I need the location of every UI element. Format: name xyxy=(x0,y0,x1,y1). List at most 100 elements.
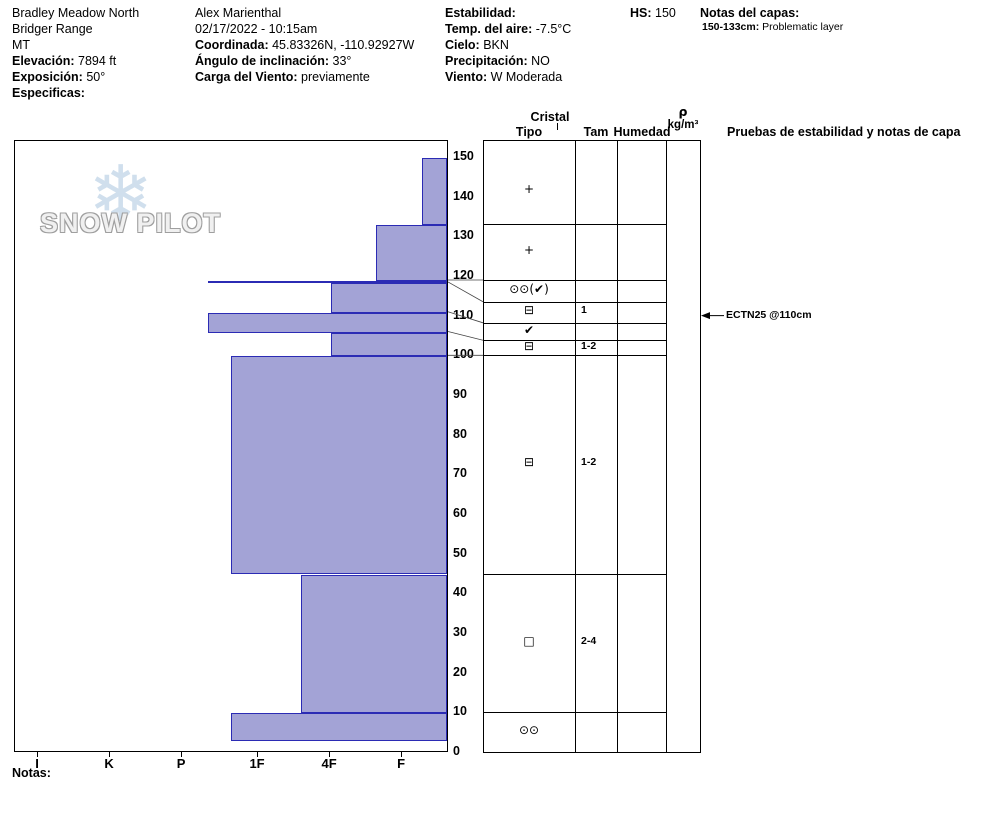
depth-tick-label: 80 xyxy=(453,426,467,441)
columns-bottom-border xyxy=(483,752,701,753)
air-temp-line: Temp. del aire: -7.5°C xyxy=(445,22,572,36)
layer-row-separator xyxy=(483,712,666,714)
column-divider xyxy=(666,140,667,752)
coordinates-line: Coordinada: 45.83326N, -110.92927W xyxy=(195,38,415,52)
column-divider xyxy=(575,140,576,752)
hardness-tick-label: K xyxy=(104,756,114,771)
hardness-axis-tick xyxy=(329,752,331,757)
snow-layer-bar xyxy=(231,713,447,742)
depth-tick-label: 20 xyxy=(453,664,467,679)
depth-tick-label: 30 xyxy=(453,625,467,639)
grain-type-symbol: □ xyxy=(523,633,535,648)
hardness-tick-label: 4F xyxy=(321,756,337,771)
specifics-line: Especificas: xyxy=(12,86,85,100)
grain-type-symbol: ✔ xyxy=(523,322,535,337)
grain-type-symbol: ⊟ xyxy=(523,303,535,318)
hardness-axis-tick xyxy=(181,752,183,757)
hardness-axis-tick xyxy=(109,752,111,757)
depth-tick-label: 120 xyxy=(453,268,474,282)
snow-layer-bar xyxy=(422,158,447,226)
tipo-column-header: Tipo xyxy=(515,125,543,139)
depth-tick-label: 60 xyxy=(453,506,467,520)
depth-tick-label: 10 xyxy=(453,704,467,719)
elevation-line: Elevación: 7894 ft xyxy=(12,54,117,68)
grain-type-symbol: ⊟ xyxy=(523,338,535,353)
observer-block: Alex Marienthal 02/17/2022 - 10:15am Coo… xyxy=(195,5,414,85)
observer-name: Alex Marienthal xyxy=(195,6,282,20)
rho-units-label: kg/m³ xyxy=(667,119,699,131)
layer-row-separator xyxy=(483,322,666,324)
layer-notes-block: Notas del capas: 150-133cm: Problematic … xyxy=(700,5,843,34)
hardness-tick-label: F xyxy=(397,756,406,771)
hs-total-depth: HS: 150 xyxy=(630,6,676,20)
hardness-tick-label: I xyxy=(35,756,39,771)
sky-cover-line: Cielo: BKN xyxy=(445,38,509,52)
snowpilot-watermark: ❄ SNOW PILOT xyxy=(40,156,255,265)
site-state: MT xyxy=(12,38,31,52)
slope-angle-line: Ángulo de inclinación: 33° xyxy=(195,54,352,68)
location-block: Bradley Meadow North Bridger Range MT El… xyxy=(12,5,139,101)
grain-type-symbol: ⊟ xyxy=(523,455,535,470)
hardness-axis-tick xyxy=(37,752,38,757)
depth-tick-label: 50 xyxy=(453,545,467,560)
grain-size-value: 1 xyxy=(581,304,587,317)
hardness-tick-label: 1F xyxy=(249,756,265,771)
depth-tick-label: 110 xyxy=(453,307,474,322)
layer-row-separator xyxy=(483,301,666,303)
layer-row-separator xyxy=(483,355,666,357)
tests-column-header: Pruebas de estabilidad y notas de capa xyxy=(727,125,961,139)
notes-label: Notas: xyxy=(12,766,51,780)
column-divider xyxy=(483,140,484,752)
aspect-line: Exposición: 50° xyxy=(12,70,106,84)
snowflake-icon: ❄ xyxy=(88,150,154,240)
test-depth-arrowhead xyxy=(701,312,710,320)
layer-row-separator xyxy=(483,573,666,575)
hardness-axis-tick xyxy=(401,752,403,757)
hardness-tick-label: P xyxy=(176,756,186,771)
snow-layer-bar xyxy=(301,574,447,714)
layer-row-separator xyxy=(483,279,666,281)
columns-top-border xyxy=(483,140,701,141)
depth-tick-label: 0 xyxy=(453,744,460,758)
site-name: Bradley Meadow North xyxy=(12,6,140,20)
wind-line: Viento: W Moderada xyxy=(445,70,563,84)
snow-layer-bar xyxy=(208,280,447,283)
depth-tick-label: 130 xyxy=(453,228,474,243)
column-divider xyxy=(617,140,618,752)
grain-type-symbol: + xyxy=(523,243,535,258)
observation-datetime: 02/17/2022 - 10:15am xyxy=(195,22,318,36)
snow-layer-bar xyxy=(231,356,447,575)
depth-tick-label: 90 xyxy=(453,387,467,401)
precipitation-line: Precipitación: NO xyxy=(445,54,550,68)
site-range: Bridger Range xyxy=(12,22,93,36)
watermark-text: SNOW PILOT xyxy=(40,208,221,238)
snow-layer-bar xyxy=(330,282,447,313)
hardness-profile-chart xyxy=(14,140,448,752)
weather-block: Estabilidad: Temp. del aire: -7.5°C Ciel… xyxy=(445,5,571,85)
humedad-column-header: Humedad xyxy=(613,125,671,139)
snow-layer-bar xyxy=(376,225,447,281)
layer-note-entry: 150-133cm: Problematic layer xyxy=(702,21,844,33)
stability-line: Estabilidad: xyxy=(445,6,516,20)
depth-tick-label: 70 xyxy=(453,466,467,481)
layer-leader-line xyxy=(447,331,484,341)
grain-type-symbol: ⊙⊙ xyxy=(518,723,540,738)
cristal-header: Cristal xyxy=(530,110,570,124)
layer-notes-title: Notas del capas: xyxy=(700,6,800,20)
grain-size-value: 1-2 xyxy=(581,339,597,352)
wind-loading-line: Carga del Viento: previamente xyxy=(195,70,370,84)
snow-layer-bar xyxy=(330,332,447,357)
tam-column-header: Tam xyxy=(583,125,609,139)
depth-tick-label: 100 xyxy=(453,347,474,362)
column-divider xyxy=(700,140,701,752)
depth-tick-label: 150 xyxy=(453,149,474,163)
depth-tick-label: 40 xyxy=(453,585,467,600)
layer-row-separator xyxy=(483,340,666,342)
grain-type-symbol: + xyxy=(523,181,535,196)
cristal-divider-tick xyxy=(557,123,558,130)
layer-row-separator xyxy=(483,224,666,226)
stability-test-result: ECTN25 @110cm xyxy=(726,308,812,321)
depth-tick-label: 140 xyxy=(453,188,474,203)
rho-column-header: ρ xyxy=(678,104,688,119)
